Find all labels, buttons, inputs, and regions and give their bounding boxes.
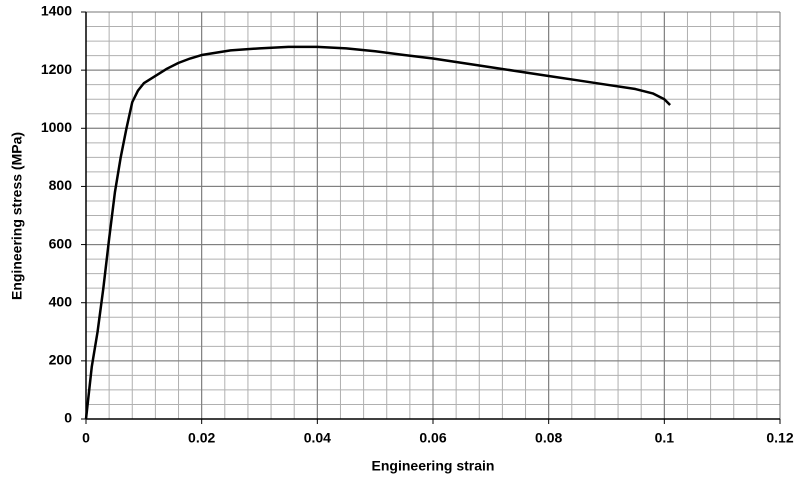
y-tick-label: 200	[49, 352, 73, 368]
x-tick-label: 0.06	[419, 430, 446, 446]
y-tick-label: 800	[49, 177, 73, 193]
y-axis-title: Engineering stress (MPa)	[9, 132, 25, 300]
x-tick-label: 0.12	[766, 430, 793, 446]
y-tick-label: 400	[49, 293, 73, 309]
curve	[84, 45, 672, 420]
y-tick-label: 1400	[41, 3, 72, 19]
y-tick-label: 600	[49, 235, 73, 251]
y-tick-label: 1200	[41, 61, 72, 77]
x-tick-label: 0	[82, 430, 90, 446]
x-tick-label: 0.1	[655, 430, 675, 446]
x-tick-label: 0.02	[188, 430, 215, 446]
x-tick-label: 0.04	[304, 430, 331, 446]
x-tick-label: 0.08	[535, 430, 562, 446]
y-tick-label: 0	[64, 410, 72, 426]
y-tick-label: 1000	[41, 119, 72, 135]
x-axis-title: Engineering strain	[372, 458, 495, 474]
